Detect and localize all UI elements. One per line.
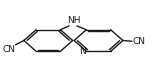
Text: N: N [79, 47, 86, 56]
Text: CN: CN [132, 37, 145, 46]
Text: NH: NH [67, 16, 80, 25]
Text: CN: CN [2, 45, 15, 54]
